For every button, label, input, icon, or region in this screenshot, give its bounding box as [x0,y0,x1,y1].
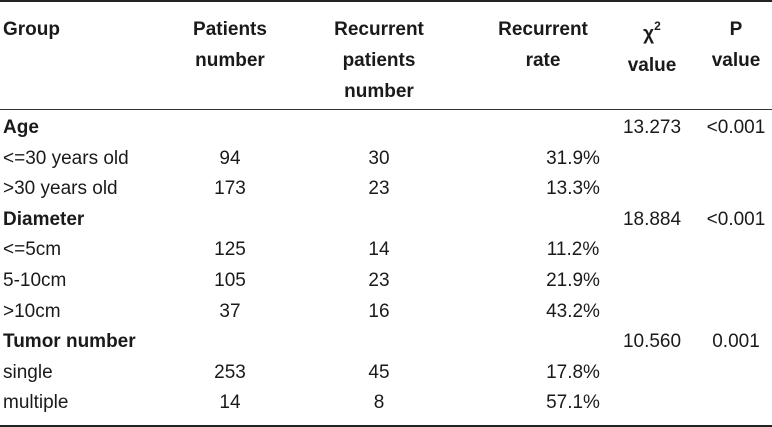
cell-p-value: <0.001 [706,208,766,230]
row-label: Diameter [3,208,85,230]
table-row: <=5cm 125 14 11.2% [0,234,772,265]
cell-p-value: 0.001 [712,331,760,353]
table-bottom-rule [0,425,772,427]
cell-patients-number: 173 [214,178,246,200]
table-row: Age 13.273 <0.001 [0,112,772,143]
cell-recurrent-rate: 57.1% [546,392,600,414]
cell-recurrent-rate: 17.8% [546,361,600,383]
chi-symbol: χ [643,23,655,45]
header-recurrent-patients-number: Recurrent patients number [318,14,440,107]
row-label: Tumor number [3,331,136,353]
header-recurrent-patients-line-2: patients [342,50,416,71]
header-patients-line-2: number [195,50,265,71]
row-label: >30 years old [3,178,118,200]
header-recurrent-rate-line-2: rate [525,50,561,71]
cell-chi-square-value: 13.273 [622,117,682,138]
cell-recurrent-rate: 11.2% [546,239,600,261]
header-p-line-1: P [729,19,743,40]
cell-recurrent-patients: 8 [373,392,385,414]
header-group: Group [3,14,60,45]
cell-recurrent-patients: 16 [368,300,390,322]
cell-recurrent-rate: 43.2% [546,300,600,322]
cell-chi-square-value: 10.560 [622,331,682,353]
header-p-line-2: value [711,50,761,71]
cell-recurrent-rate: 31.9% [546,147,600,169]
cell-chi-square-value: 18.884 [622,208,682,230]
table-row: Diameter 18.884 <0.001 [0,204,772,235]
table-row: Tumor number 10.560 0.001 [0,326,772,357]
table-row: 5-10cm 105 23 21.9% [0,265,772,296]
row-label: multiple [3,392,69,414]
cell-patients-number: 105 [214,270,246,291]
cell-patients-number: 14 [219,392,241,414]
header-group-label: Group [3,19,60,40]
header-recurrent-rate: Recurrent rate [478,14,608,76]
table-row: single 253 45 17.8% [0,357,772,388]
table-top-rule [0,0,772,2]
cell-p-value: <0.001 [706,117,766,138]
header-chi-square-symbol: χ2 [614,12,690,50]
table-row: <=30 years old 94 30 31.9% [0,143,772,174]
row-label: Age [3,117,39,138]
table-row: >10cm 37 16 43.2% [0,296,772,327]
cell-patients-number: 125 [214,239,246,261]
cell-recurrent-patients: 30 [368,147,390,169]
cell-recurrent-rate: 13.3% [546,178,600,200]
row-label: >10cm [3,300,61,322]
cell-recurrent-patients: 23 [368,178,390,200]
cell-recurrent-patients: 14 [368,239,390,261]
header-chi-square-line-2: value [627,55,677,77]
row-label: <=30 years old [3,147,129,169]
cell-recurrent-patients: 23 [368,270,390,291]
header-patients-line-1: Patients [193,19,267,40]
header-chi-square-value: χ2 value [614,12,690,81]
table-header-rule [0,109,772,110]
header-recurrent-patients-line-3: number [344,81,414,102]
row-label: <=5cm [3,239,62,261]
cell-patients-number: 37 [219,300,241,322]
header-p-value: P value [700,14,772,76]
chi-superscript: 2 [654,19,661,33]
cell-recurrent-rate: 21.9% [546,270,600,291]
cell-patients-number: 94 [219,147,241,169]
header-patients-number: Patients number [178,14,282,76]
table-row: >30 years old 173 23 13.3% [0,173,772,204]
row-label: single [3,361,53,383]
table-row: multiple 14 8 57.1% [0,387,772,418]
cell-patients-number: 253 [214,361,246,383]
header-recurrent-rate-line-1: Recurrent [498,19,588,40]
header-recurrent-patients-line-1: Recurrent [334,19,424,40]
row-label: 5-10cm [3,270,67,291]
cell-recurrent-patients: 45 [368,361,390,383]
